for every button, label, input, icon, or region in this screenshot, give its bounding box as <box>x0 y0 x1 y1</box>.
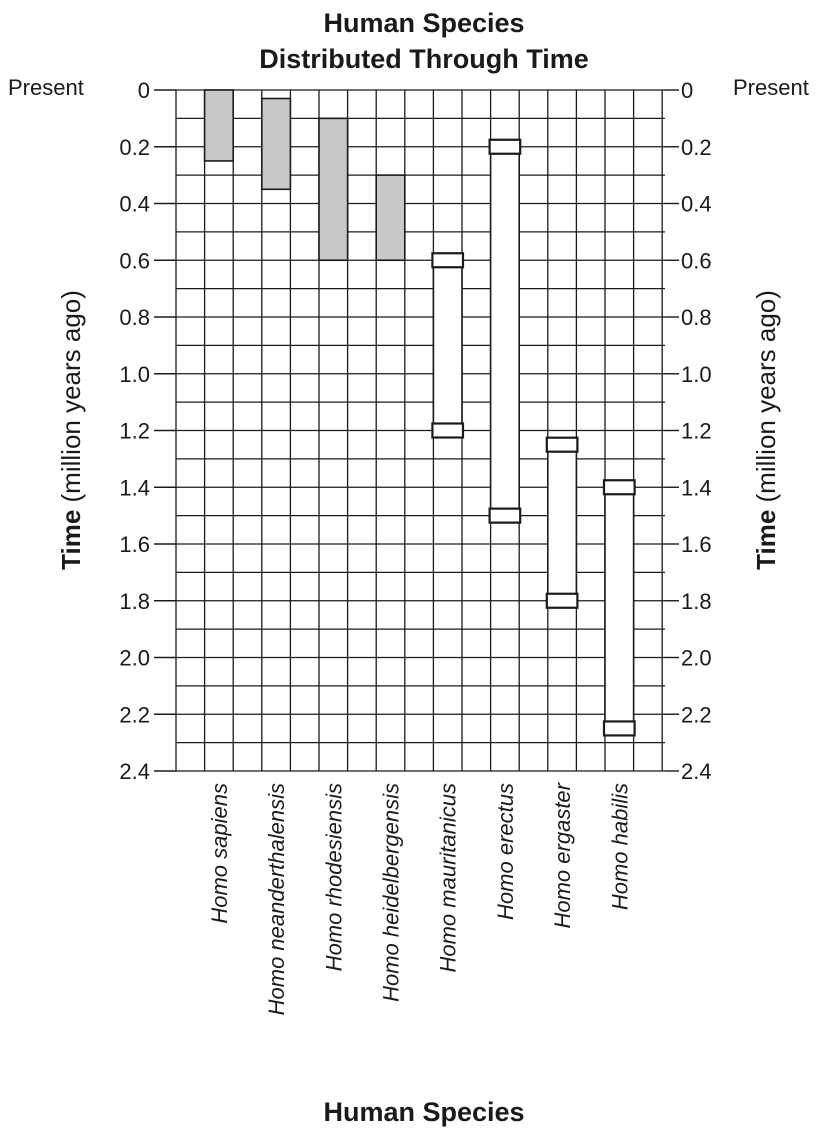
y-tick-label-right: 1.6 <box>681 532 712 557</box>
y-tick-label-left: 0.6 <box>119 248 150 273</box>
y-axis-left-ticks: 0 0.2 0.4 0.6 0.8 1.0 1.2 1.4 1.6 1.8 2.0 2.2 2.4 <box>119 78 176 784</box>
category-label: Homo ergaster <box>550 781 575 928</box>
present-label-right: Present <box>733 75 809 100</box>
category-label: Homo rhodesiensis <box>321 783 346 971</box>
range-bar <box>203 89 235 162</box>
y-tick-label-left: 2.4 <box>119 759 150 784</box>
y-tick-label-right: 2.4 <box>681 759 712 784</box>
range-endpoint-marker <box>431 252 465 269</box>
range-endpoint-marker <box>602 479 636 496</box>
y-tick-label-right: 1.4 <box>681 475 712 500</box>
range-bar <box>546 443 578 602</box>
y-tick-label-left: 0.4 <box>119 192 150 217</box>
y-tick-label-right: 1.0 <box>681 362 712 387</box>
y-axis-label-left-rest: (million years ago) <box>56 290 86 510</box>
y-axis-label-right-rest: (million years ago) <box>751 290 781 510</box>
y-tick-label-right: 2.2 <box>681 702 712 727</box>
range-endpoint-marker <box>488 507 522 524</box>
y-tick-label-right: 0.6 <box>681 248 712 273</box>
range-endpoint-marker <box>545 592 579 609</box>
y-tick-label-right: 0.8 <box>681 305 712 330</box>
range-endpoint-marker <box>545 436 579 453</box>
chart-title-line-2: Distributed Through Time <box>259 44 589 74</box>
range-bars <box>203 89 636 737</box>
category-label: Homo heidelbergensis <box>379 783 404 1002</box>
y-tick-label-left: 1.8 <box>119 589 150 614</box>
category-label: Homo mauritanicus <box>436 783 461 973</box>
range-bar <box>260 97 292 191</box>
range-bar <box>432 259 463 432</box>
y-tick-label-right: 0 <box>681 78 693 103</box>
range-endpoint-marker <box>488 138 522 155</box>
y-tick-label-left: 0.2 <box>119 135 150 160</box>
range-bar <box>604 486 635 730</box>
y-tick-label-left: 1.2 <box>119 419 150 444</box>
category-label: Homo habilis <box>607 783 632 910</box>
y-axis-label-left: Time (million years ago) <box>56 290 86 570</box>
y-tick-label-right: 1.8 <box>681 589 712 614</box>
category-label: Homo erectus <box>493 783 518 920</box>
y-axis-right-ticks: 0 0.2 0.4 0.6 0.8 1.0 1.2 1.4 1.6 1.8 2.0 2.2 2.4 <box>665 78 712 784</box>
chart-title-line-1: Human Species <box>323 8 524 38</box>
range-endpoint-marker <box>602 720 636 737</box>
y-tick-label-left: 1.6 <box>119 532 150 557</box>
y-tick-label-left: 0 <box>138 78 150 103</box>
y-tick-label-left: 2.2 <box>119 702 150 727</box>
y-tick-label-left: 0.8 <box>119 305 150 330</box>
category-label: Homo neanderthalensis <box>264 783 289 1015</box>
x-axis-label: Human Species <box>323 1097 524 1127</box>
y-tick-label-left: 1.4 <box>119 475 150 500</box>
category-labels: Homo sapiens Homo neanderthalensis Homo rh… <box>207 781 632 1015</box>
y-tick-label-right: 0.4 <box>681 192 712 217</box>
y-tick-label-right: 1.2 <box>681 419 712 444</box>
present-label-left: Present <box>8 75 84 100</box>
plot-grid <box>175 89 665 772</box>
y-tick-label-right: 2.0 <box>681 646 712 671</box>
y-tick-label-left: 1.0 <box>119 362 150 387</box>
y-tick-label-right: 0.2 <box>681 135 712 160</box>
range-endpoint-marker <box>431 422 465 439</box>
y-axis-label-right: Time (million years ago) <box>751 290 781 570</box>
y-axis-label-left-bold: Time <box>56 510 86 570</box>
range-bar <box>489 145 521 517</box>
range-bar <box>375 174 406 262</box>
y-axis-label-right-bold: Time <box>751 510 781 570</box>
range-bar <box>318 117 349 262</box>
category-label: Homo sapiens <box>207 783 232 924</box>
y-tick-label-left: 2.0 <box>119 646 150 671</box>
